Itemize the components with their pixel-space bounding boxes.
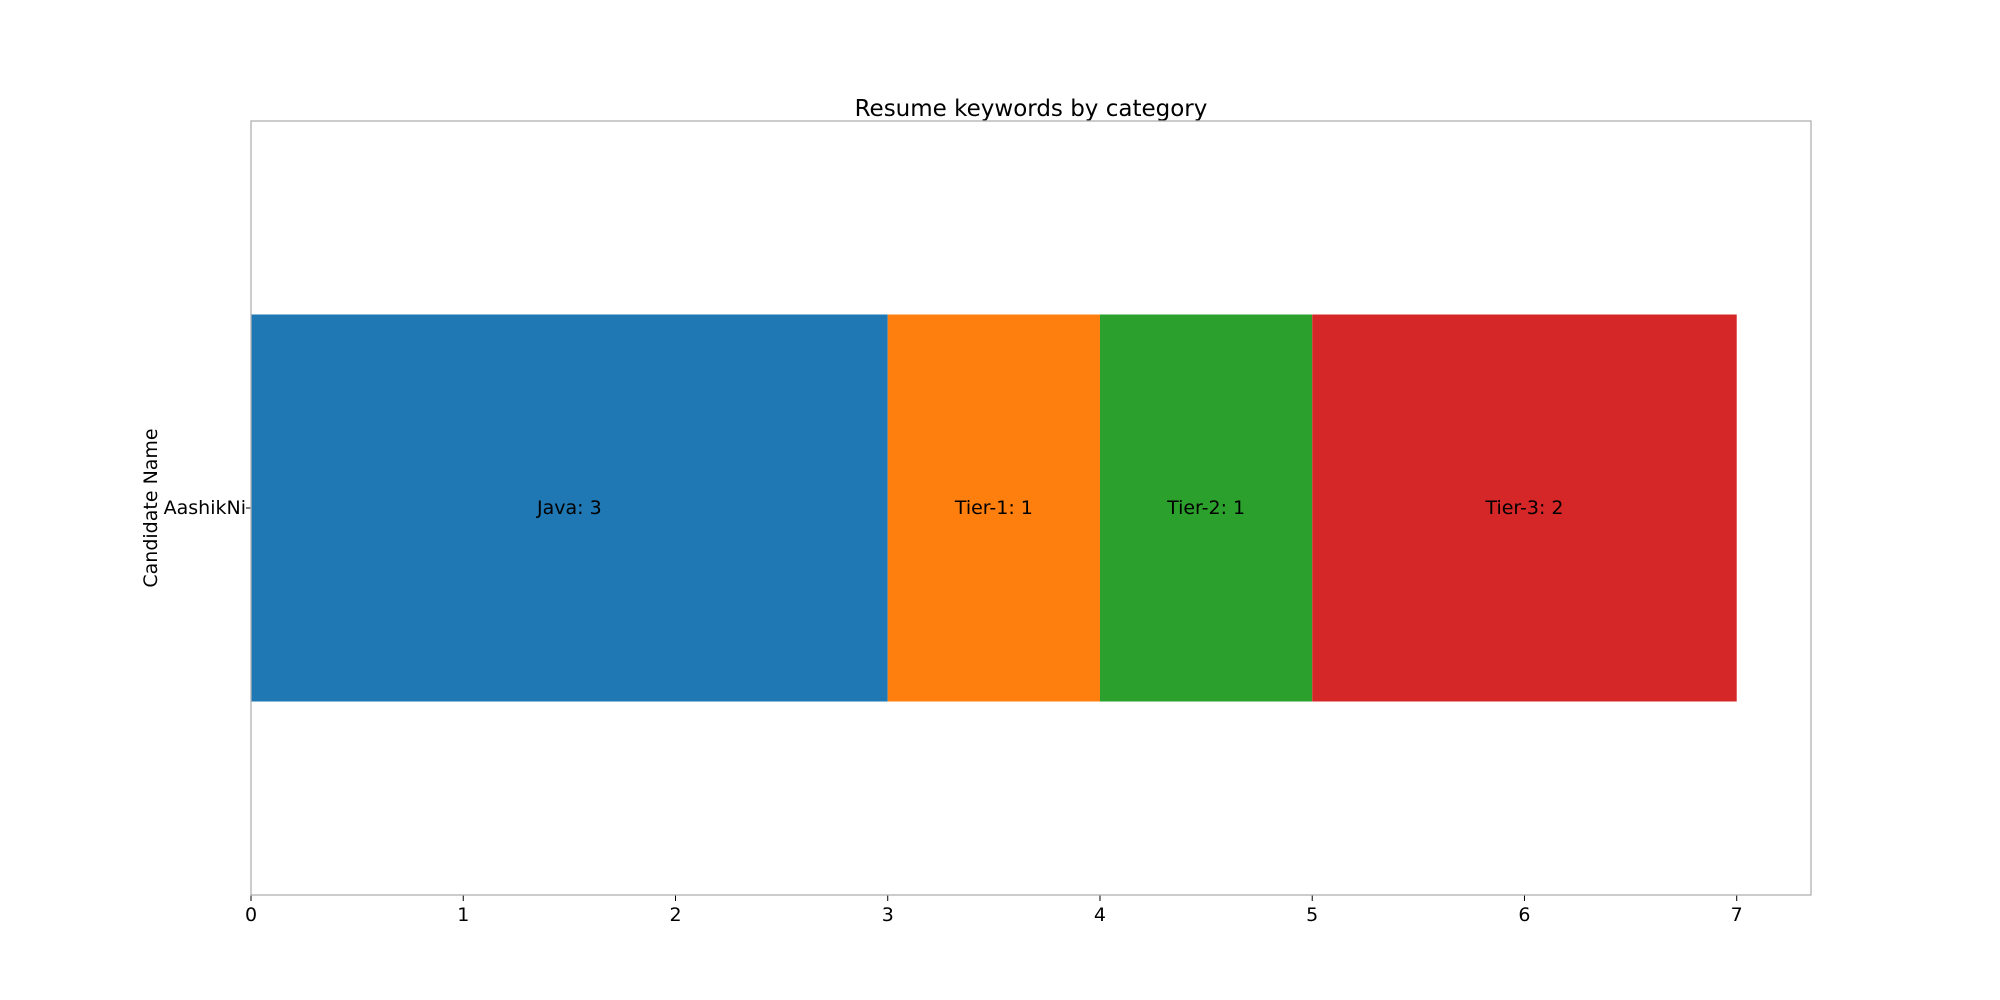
plot-frame [250, 120, 1812, 896]
x-tick-label: 4 [1094, 904, 1106, 926]
bar-segment-tier-1 [887, 314, 1100, 702]
y-tick-label: AashikNi [164, 497, 246, 519]
x-tick-label: 6 [1518, 904, 1530, 926]
bar-label-tier-2: Tier-2: 1 [1166, 497, 1245, 519]
x-tick-label: 1 [457, 904, 469, 926]
bars-group [251, 314, 1737, 702]
x-tick-label: 7 [1731, 904, 1743, 926]
x-axis-ticks: 0 1 2 3 4 5 6 7 [245, 895, 1743, 926]
y-axis-ticks: AashikNi [164, 497, 251, 519]
bar-segment-java [251, 314, 888, 702]
bar-labels-group: Java: 3 Tier-1: 1 Tier-2: 1 Tier-3: 2 [536, 497, 1563, 519]
x-tick-label: 2 [669, 904, 681, 926]
x-tick-label: 5 [1306, 904, 1318, 926]
chart-title: Resume keywords by category [855, 96, 1208, 122]
bar-label-tier-1: Tier-1: 1 [954, 497, 1033, 519]
bar-segment-tier-3 [1312, 314, 1737, 702]
bar-label-tier-3: Tier-3: 2 [1484, 497, 1563, 519]
y-axis-label: Candidate Name [140, 428, 162, 587]
x-tick-label: 0 [245, 904, 257, 926]
bar-label-java: Java: 3 [536, 497, 602, 519]
x-tick-label: 3 [882, 904, 894, 926]
bar-segment-tier-2 [1099, 314, 1313, 702]
